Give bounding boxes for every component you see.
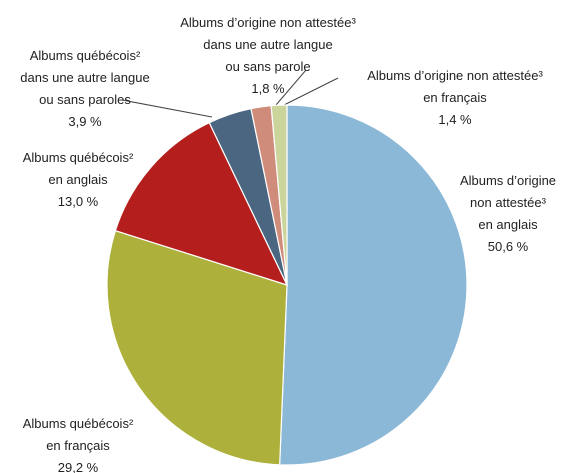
slice-label: Albums d’origine non attestée³: [180, 15, 356, 30]
slice-label: Albums québécois²: [23, 150, 134, 165]
leader-line: [121, 99, 213, 118]
value-label: 50,6 %: [488, 239, 529, 254]
slice-label: non attestée³: [470, 195, 547, 210]
pie-slice: [270, 104, 288, 286]
value-label: 29,2 %: [58, 460, 99, 473]
slice-label: ou sans parole: [225, 59, 310, 74]
pie-slice: [114, 121, 289, 286]
value-label: 13,0 %: [58, 194, 99, 209]
slice-label: en français: [423, 90, 487, 105]
slice-label: Albums d’origine non attestée³: [367, 68, 543, 83]
pie-slice: [279, 104, 468, 466]
slice-label: Albums d’origine: [460, 173, 556, 188]
slice-label: en anglais: [48, 172, 108, 187]
slice-label: ou sans paroles: [39, 92, 131, 107]
leader-line: [283, 77, 339, 106]
slice-label: Albums québécois²: [23, 416, 134, 431]
slice-label: dans une autre langue: [20, 70, 149, 85]
value-label: 3,9 %: [68, 114, 102, 129]
value-label: 1,8 %: [251, 81, 285, 96]
pie-slice: [106, 229, 288, 466]
slice-label: dans une autre langue: [203, 37, 332, 52]
leader-line: [275, 69, 307, 106]
slice-label: en anglais: [478, 217, 538, 232]
slice-label: en français: [46, 438, 110, 453]
value-label: 1,4 %: [438, 112, 472, 127]
slice-label: Albums québécois²: [30, 48, 141, 63]
